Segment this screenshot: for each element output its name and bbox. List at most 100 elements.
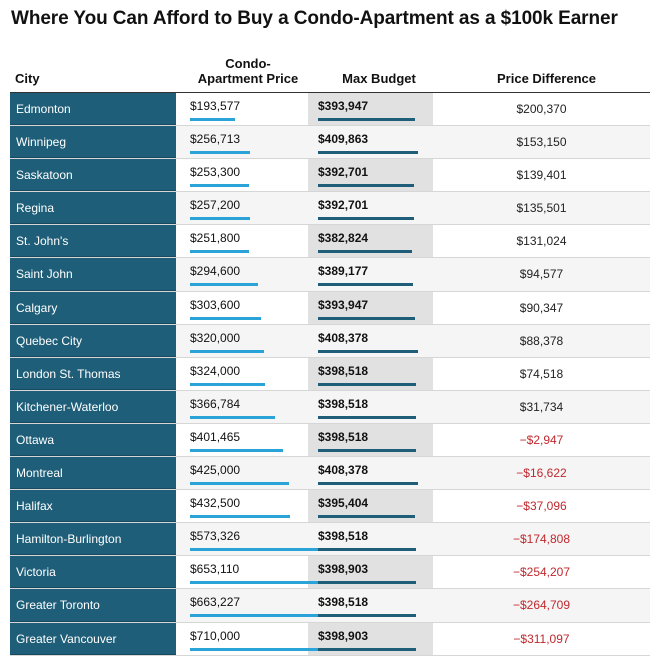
condo-price-label: $256,713	[190, 132, 241, 147]
table-row: Regina $257,200 $392,701 $135,501	[10, 192, 650, 226]
max-budget-bar	[318, 614, 416, 618]
header-max-budget: Max Budget	[342, 71, 416, 86]
condo-price-bar	[190, 184, 249, 188]
city-cell: Montreal	[10, 457, 176, 490]
city-cell: Greater Vancouver	[10, 622, 176, 655]
city-cell: Quebec City	[10, 324, 176, 357]
price-difference-label: −$37,096	[516, 499, 567, 514]
condo-price-label: $366,784	[190, 396, 241, 411]
max-budget-label: $395,404	[318, 496, 369, 511]
condo-price-label: $253,300	[190, 165, 241, 180]
city-cell: Winnipeg	[10, 126, 176, 159]
price-difference-label: $139,401	[516, 168, 567, 183]
condo-price-bar	[190, 151, 250, 155]
city-cell: Hamilton-Burlington	[10, 523, 176, 556]
max-budget-cell: $392,701	[308, 159, 433, 191]
max-budget-cell: $398,518	[308, 589, 433, 621]
price-difference-label: $94,577	[519, 267, 564, 282]
table-row: Hamilton-Burlington $573,326 $398,518 −$174…	[10, 523, 650, 557]
max-budget-label: $393,947	[318, 297, 369, 312]
max-budget-bar	[318, 581, 416, 585]
max-budget-cell: $398,903	[308, 623, 433, 655]
table-row: Winnipeg $256,713 $409,863 $153,150	[10, 126, 650, 160]
table-row: Calgary $303,600 $393,947 $90,347	[10, 291, 650, 325]
table-row: Saskatoon $253,300 $392,701 $139,401	[10, 159, 650, 193]
max-budget-bar	[318, 316, 415, 320]
max-budget-bar	[318, 349, 418, 353]
max-budget-bar	[318, 482, 418, 486]
max-budget-cell: $398,518	[308, 358, 433, 390]
city-cell: Kitchener-Waterloo	[10, 390, 176, 423]
max-budget-label: $382,824	[318, 231, 369, 246]
condo-price-label: $432,500	[190, 496, 241, 511]
condo-price-bar	[190, 647, 355, 651]
price-difference-label: $200,370	[516, 102, 567, 116]
max-budget-label: $398,518	[318, 595, 369, 610]
condo-price-label: $324,000	[190, 363, 241, 378]
price-difference-label: −$16,622	[516, 466, 567, 481]
max-budget-label: $393,947	[318, 99, 369, 113]
table-row: Saint John $294,600 $389,177 $94,577	[10, 258, 650, 292]
max-budget-cell: $393,947	[308, 292, 433, 324]
max-budget-label: $409,863	[318, 132, 369, 147]
price-difference-label: $131,024	[516, 234, 567, 249]
condo-price-label: $425,000	[190, 463, 241, 478]
table-row: Quebec City $320,000 $408,378 $88,378	[10, 324, 650, 358]
price-difference-label: −$311,097	[513, 631, 570, 646]
max-budget-label: $392,701	[318, 165, 369, 180]
city-cell: Victoria	[10, 556, 176, 589]
city-cell: Ottawa	[10, 423, 176, 457]
condo-price-bar	[190, 316, 261, 320]
max-budget-bar	[318, 250, 412, 254]
table-body: Edmonton $193,577 $393,947 $200,370 Winnipeg…	[10, 93, 650, 656]
condo-price-bar	[190, 382, 266, 386]
table-row: St. John's $251,800 $382,824 $131,024	[10, 225, 650, 259]
condo-price-bar	[190, 614, 344, 618]
city-cell: Halifax	[10, 490, 176, 523]
max-budget-bar	[318, 283, 414, 287]
max-budget-label: $392,701	[318, 198, 369, 213]
condo-price-label: $303,600	[190, 297, 241, 312]
max-budget-bar	[318, 647, 416, 651]
condo-price-label: $320,000	[190, 330, 241, 345]
city-cell: Regina	[10, 192, 176, 225]
max-budget-cell: $382,824	[308, 225, 433, 257]
header-city: City	[15, 71, 40, 86]
max-budget-bar	[318, 184, 415, 188]
condo-price-bar	[190, 548, 324, 552]
max-budget-label: $398,518	[318, 363, 369, 378]
max-budget-bar	[318, 217, 415, 221]
max-budget-bar	[318, 515, 415, 519]
max-budget-cell: $409,863	[308, 126, 433, 158]
city-cell: London St. Thomas	[10, 357, 176, 390]
condo-price-bar	[190, 349, 265, 353]
price-difference-label: −$264,709	[512, 598, 571, 613]
max-budget-cell: $398,903	[308, 556, 433, 588]
max-budget-cell: $398,518	[308, 523, 433, 555]
condo-price-bar	[190, 482, 289, 486]
condo-price-bar	[190, 415, 276, 419]
max-budget-bar	[318, 415, 416, 419]
table-row: Greater Toronto $663,227 $398,518 −$264,709	[10, 589, 650, 623]
price-difference-label: −$2,947	[519, 432, 564, 447]
condo-price-bar	[190, 448, 284, 452]
max-budget-label: $389,177	[318, 264, 369, 279]
max-budget-cell: $393,947	[308, 93, 433, 125]
price-difference-label: −$254,207	[512, 565, 571, 580]
condo-price-bar	[190, 283, 259, 287]
condo-price-bar	[190, 217, 250, 221]
condo-price-bar	[190, 581, 342, 585]
max-budget-bar	[318, 548, 416, 552]
price-difference-label: $88,378	[519, 333, 564, 348]
max-budget-cell: $408,378	[308, 457, 433, 489]
price-difference-label: $31,734	[519, 399, 564, 414]
max-budget-label: $398,903	[318, 562, 369, 577]
max-budget-cell: $408,378	[308, 325, 433, 357]
price-difference-label: $153,150	[516, 135, 567, 150]
condo-price-label: $663,227	[190, 595, 241, 610]
condo-price-label: $257,200	[190, 198, 241, 213]
condo-price-bar	[190, 118, 235, 121]
table-row: Montreal $425,000 $408,378 −$16,622	[10, 457, 650, 491]
city-cell: Edmonton	[10, 93, 176, 126]
chart-title: Where You Can Afford to Buy a Condo-Apar…	[11, 8, 618, 29]
